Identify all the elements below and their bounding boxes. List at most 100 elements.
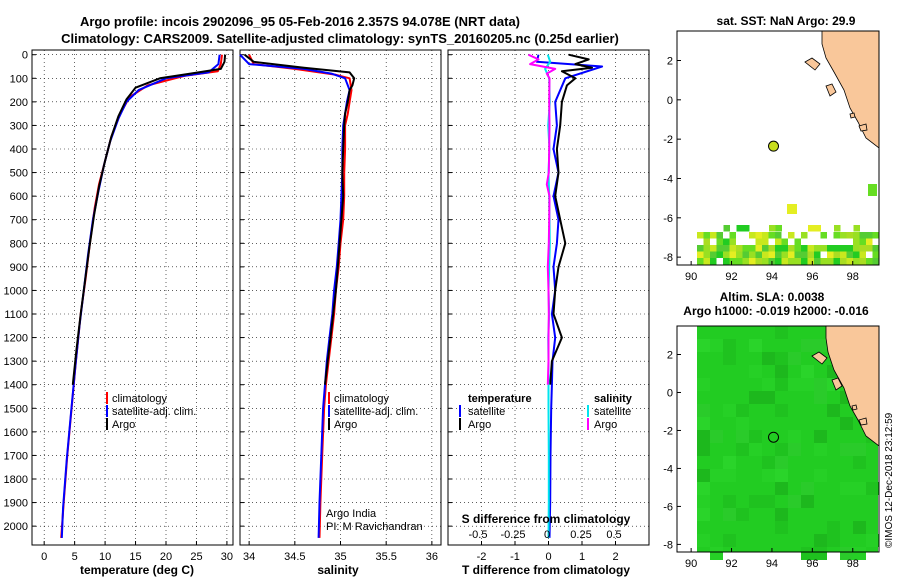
- sst-cell: [703, 232, 710, 239]
- lon-tick-label: 98: [847, 271, 859, 283]
- sst-latitude-ticks: 2 0 -2 -4 -6 -8: [663, 55, 681, 264]
- sst-cell: [710, 258, 717, 265]
- difference-series: [527, 53, 604, 538]
- sst-cell: [827, 245, 834, 252]
- salinity-panel: 34 34.5 35 35.5 36 climatology satellite-adj…: [239, 49, 442, 577]
- sst-map-title: sat. SST: NaN Argo: 29.9: [717, 14, 856, 28]
- sla-cell: [697, 339, 710, 352]
- sla-cell: [736, 417, 749, 430]
- sst-cell: [827, 251, 834, 258]
- series-line-satellite-adj-clim-: [239, 54, 351, 538]
- sst-cell: [814, 258, 821, 265]
- sla-cell: [762, 352, 775, 365]
- salinity-axis-ticks: 34 34.5 35 35.5 36: [243, 551, 438, 563]
- s-tick-label: 0: [544, 529, 550, 541]
- sst-cell: [814, 225, 821, 232]
- sst-cell: [846, 245, 853, 252]
- legend-label-s-satellite: satellite: [594, 406, 631, 418]
- sla-cell: [749, 339, 762, 352]
- sla-cell: [710, 547, 723, 560]
- sst-cell: [775, 258, 782, 265]
- sst-cell: [787, 204, 797, 214]
- sla-cell: [762, 495, 775, 508]
- sla-cell: [775, 443, 788, 456]
- salinity-series: [239, 53, 356, 538]
- island-simeulue: [804, 57, 821, 71]
- sst-cell: [859, 251, 866, 258]
- sst-cell: [833, 258, 840, 265]
- sst-cell: [755, 232, 762, 239]
- sst-cell: [769, 225, 776, 232]
- lat-tick-label: -6: [663, 501, 673, 513]
- sst-cell: [697, 258, 704, 265]
- depth-tick-label: 400: [10, 144, 28, 156]
- sst-cell: [710, 245, 717, 252]
- sst-cell: [788, 232, 795, 239]
- sla-cell: [749, 391, 762, 404]
- sst-cell: [808, 225, 815, 232]
- x-tick-label: 34: [243, 551, 255, 563]
- series-line-argo: [71, 54, 227, 385]
- sst-cell: [846, 251, 853, 258]
- sla-cell: [723, 508, 736, 521]
- depth-tick-label: 1300: [4, 356, 28, 368]
- sst-cell: [703, 245, 710, 252]
- lat-tick-label: 2: [667, 349, 673, 361]
- sla-cell: [736, 430, 749, 443]
- sst-cell: [736, 225, 743, 232]
- island-nias: [825, 83, 837, 97]
- sla-cell: [788, 378, 801, 391]
- sla-cell: [723, 456, 736, 469]
- island-small-2: [858, 417, 868, 426]
- sst-cell: [755, 245, 762, 252]
- sst-cell: [775, 238, 782, 245]
- sla-cell: [723, 339, 736, 352]
- depth-tick-label: 1500: [4, 403, 28, 415]
- legend-label-t-argo: Argo: [468, 419, 491, 431]
- sla-cell: [853, 482, 866, 495]
- sla-cell: [775, 521, 788, 534]
- sst-cell: [788, 251, 795, 258]
- sst-cell: [814, 251, 821, 258]
- sst-cell: [807, 245, 814, 252]
- sst-cell: [755, 258, 762, 265]
- sla-cell: [814, 547, 827, 560]
- sla-cell: [723, 404, 736, 417]
- sla-cell: [827, 534, 840, 547]
- sst-cell: [697, 251, 704, 258]
- x-tick-label: 25: [190, 551, 202, 563]
- series-line-t-argo: [549, 53, 593, 385]
- sla-cell: [788, 430, 801, 443]
- sla-cell: [788, 352, 801, 365]
- sla-cell: [840, 482, 853, 495]
- sst-cell: [840, 258, 847, 265]
- sst-cell: [723, 225, 730, 232]
- sst-cell: [703, 258, 710, 265]
- sla-cell: [775, 482, 788, 495]
- sst-cell: [742, 258, 749, 265]
- t-difference-axis-ticks: -2 -1 0 1 2: [477, 551, 619, 563]
- sst-cell: [729, 245, 736, 252]
- sst-cell: [794, 251, 801, 258]
- sst-cell: [768, 245, 775, 252]
- sst-cell: [794, 258, 801, 265]
- sst-cell: [801, 258, 808, 265]
- sla-cell: [801, 339, 814, 352]
- sst-cell: [736, 251, 743, 258]
- legend-label-climatology: climatology: [334, 393, 390, 405]
- depth-tick-label: 800: [10, 238, 28, 250]
- sst-cell: [703, 251, 710, 258]
- x-tick-label: 0: [545, 551, 551, 563]
- sst-cell: [742, 251, 749, 258]
- sst-cell: [814, 245, 821, 252]
- x-tick-label: 35: [334, 551, 346, 563]
- depth-tick-label: 900: [10, 262, 28, 274]
- sla-cell: [749, 495, 762, 508]
- s-tick-label: -0.25: [500, 529, 525, 541]
- sla-cell: [710, 339, 723, 352]
- sst-cell: [794, 245, 801, 252]
- x-tick-label: 36: [426, 551, 438, 563]
- sst-cell: [762, 245, 769, 252]
- island-small-2: [858, 123, 868, 132]
